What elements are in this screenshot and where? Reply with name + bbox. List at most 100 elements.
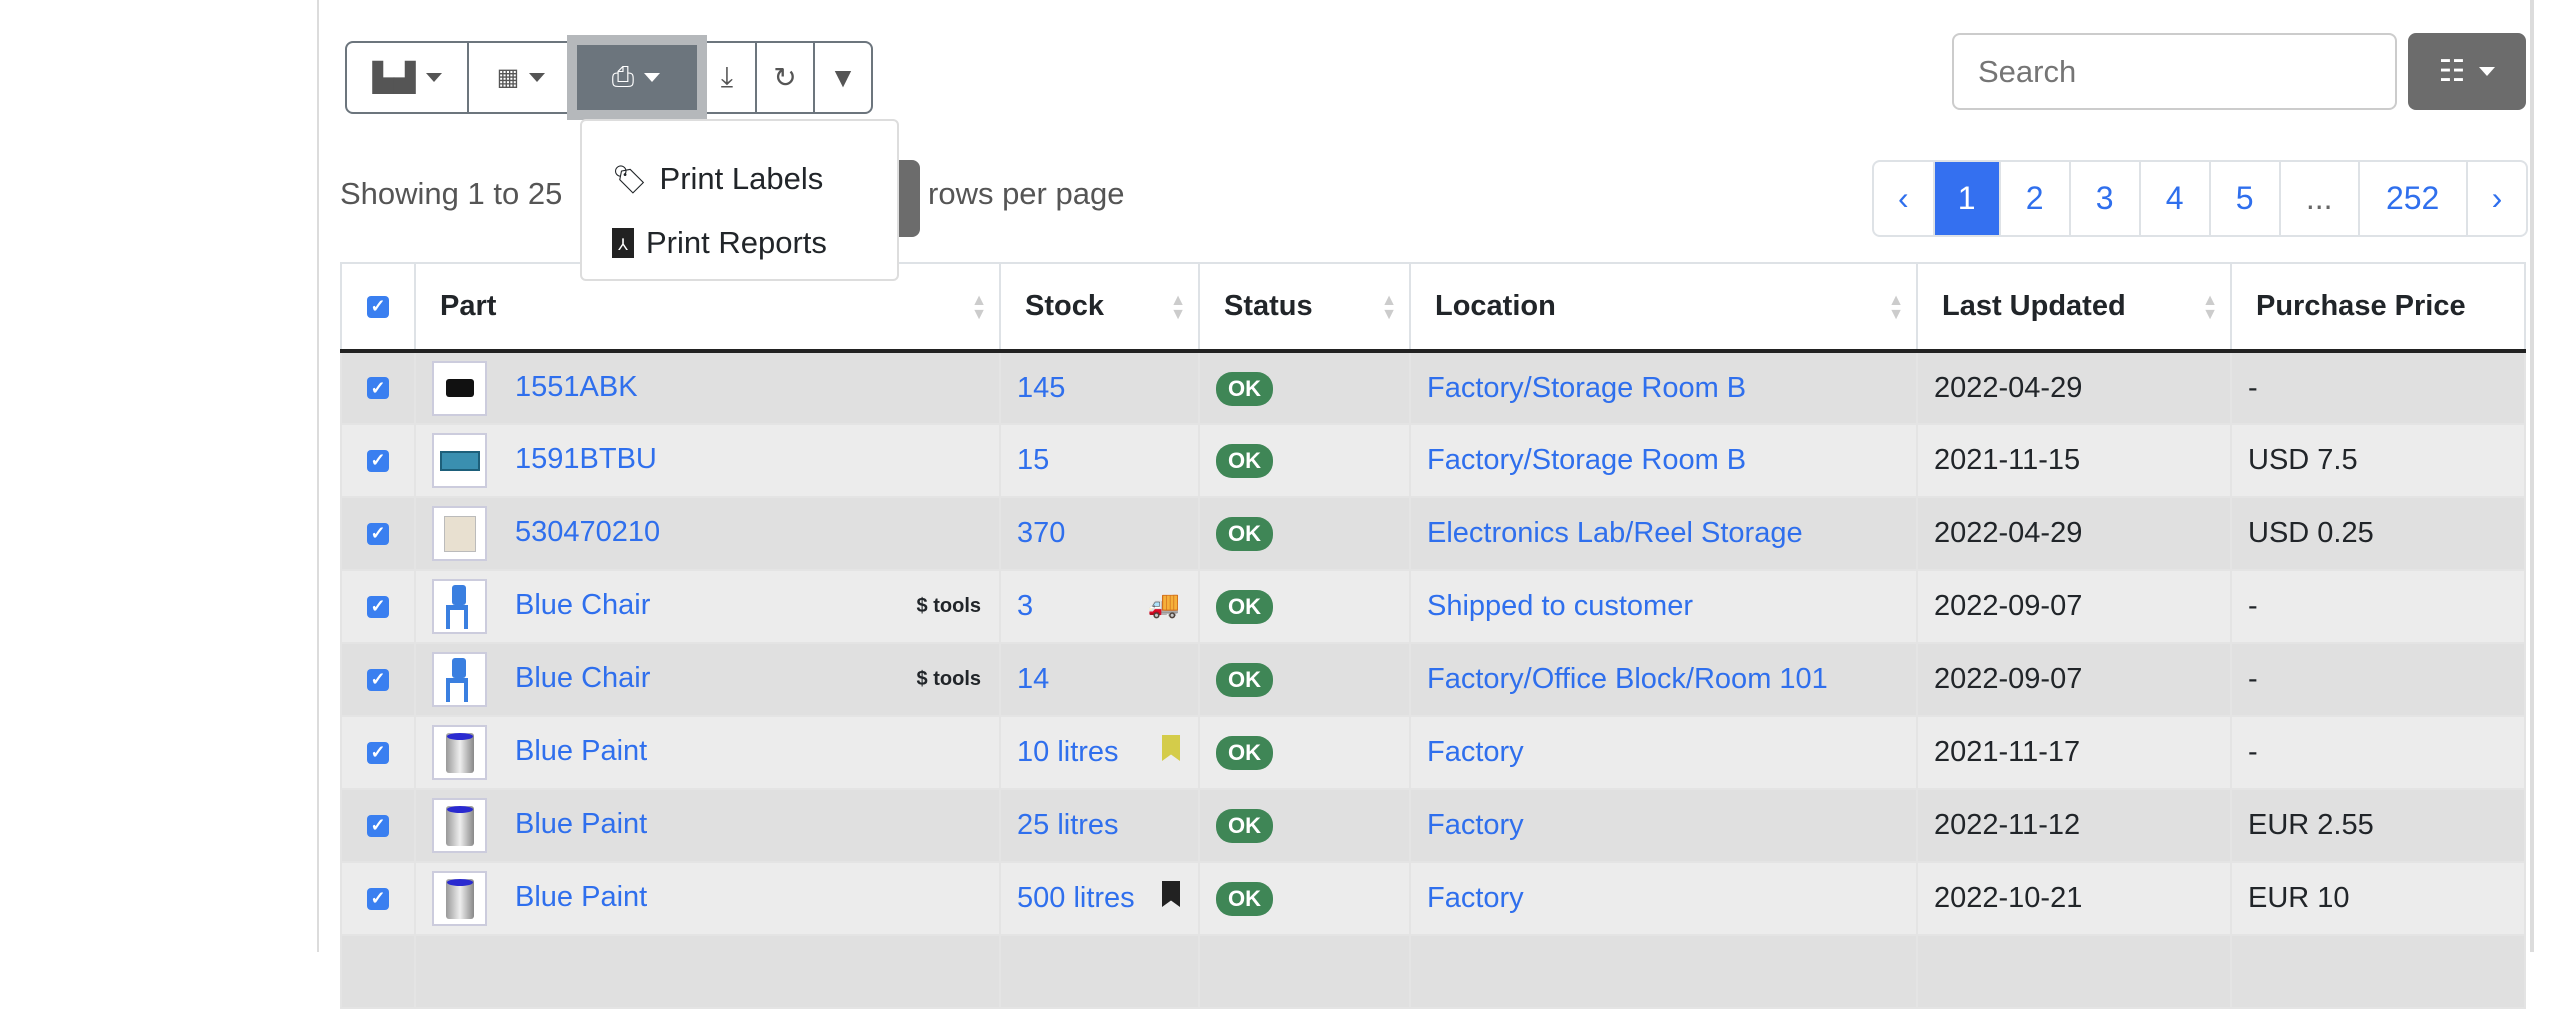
page-4[interactable]: 4 (2141, 162, 2211, 235)
page-3[interactable]: 3 (2071, 162, 2141, 235)
row-checkbox[interactable]: ✓ (367, 668, 389, 691)
part-thumbnail (432, 506, 487, 561)
table-row[interactable]: ✓ Blue Paint 500 litres OK Factory 2022-… (340, 861, 2526, 936)
page-2[interactable]: 2 (2001, 162, 2071, 235)
part-link[interactable]: 530470210 (515, 516, 661, 549)
part-cell: Blue Paint (414, 715, 1001, 790)
part-link[interactable]: Blue Chair (515, 589, 651, 622)
content-left-border (317, 0, 319, 952)
row-select-cell[interactable]: ✓ (340, 569, 416, 644)
row-checkbox[interactable]: ✓ (367, 449, 389, 472)
stock-link[interactable]: 15 (1017, 444, 1050, 476)
barcode-actions-button[interactable]: ▦ (469, 43, 575, 112)
part-link[interactable]: 1591BTBU (515, 443, 657, 476)
stock-link[interactable]: 500 litres (1017, 882, 1135, 914)
table-row[interactable]: ✓ Blue Paint 25 litres OK Factory 2022-1… (340, 788, 2526, 863)
table-row[interactable]: ✓ 1591BTBU 15 OK Factory/Storage Room B … (340, 423, 2526, 498)
header-status[interactable]: Status ▲ ▼ (1198, 262, 1411, 353)
page-5[interactable]: 5 (2211, 162, 2281, 235)
stock-cell: 500 litres (999, 861, 1200, 936)
location-cell: Factory (1409, 788, 1918, 863)
part-cell: 1551ABK (414, 350, 1001, 425)
download-button[interactable]: ⤓ (699, 43, 757, 112)
last-updated-cell: 2022-09-07 (1916, 569, 2232, 644)
part-thumbnail (432, 798, 487, 853)
boxes-icon: ▙▟ (372, 62, 416, 93)
table-row[interactable]: ✓ Blue Chair $ tools 14 OK Factory/Office… (340, 642, 2526, 717)
stock-link[interactable]: 3 (1017, 590, 1034, 622)
stock-link[interactable]: 10 litres (1017, 736, 1119, 768)
select-all-checkbox[interactable]: ✓ (367, 295, 389, 318)
row-select-cell[interactable]: ✓ (340, 496, 416, 571)
scrollbar[interactable] (2530, 0, 2534, 952)
stock-actions-button[interactable]: ▙▟ (347, 43, 469, 112)
print-reports-item[interactable]: ⅄ Print Reports (582, 211, 897, 275)
row-checkbox[interactable]: ✓ (367, 377, 389, 399)
header-stock[interactable]: Stock ▲ ▼ (999, 262, 1200, 353)
stock-cell: 15 (999, 423, 1200, 498)
select-all-header[interactable]: ✓ (340, 262, 416, 353)
part-link[interactable]: 1551ABK (515, 370, 638, 403)
location-link[interactable]: Electronics Lab/Reel Storage (1427, 517, 1803, 549)
location-link[interactable]: Factory/Storage Room B (1427, 444, 1747, 476)
salable-assembly-icons: $ tools (916, 668, 981, 690)
table-row[interactable] (340, 934, 2526, 1009)
print-icon: ⎙ (611, 61, 635, 92)
page-1[interactable]: 1 (1934, 162, 2001, 235)
part-link[interactable]: Blue Chair (515, 662, 651, 695)
search-input[interactable] (1952, 33, 2397, 110)
part-link[interactable]: Blue Paint (515, 808, 648, 841)
page-prev[interactable]: ‹ (1874, 162, 1935, 235)
refresh-button[interactable]: ↻ (757, 43, 815, 112)
status-cell: OK (1198, 569, 1411, 644)
part-link[interactable]: Blue Paint (515, 881, 648, 914)
bookmark-black-icon (1162, 881, 1180, 907)
sort-icon: ▲ ▼ (2202, 292, 2218, 323)
print-button[interactable]: ⎙ (567, 35, 707, 120)
header-purchase-price[interactable]: Purchase Price (2230, 262, 2526, 353)
location-link[interactable]: Shipped to customer (1427, 590, 1693, 622)
tag-icon: 🏷 (612, 163, 648, 195)
row-select-cell[interactable]: ✓ (340, 423, 416, 498)
columns-button[interactable]: ☷ (2408, 33, 2526, 110)
row-checkbox[interactable]: ✓ (367, 814, 389, 837)
part-link[interactable]: Blue Paint (515, 735, 648, 768)
status-badge: OK (1216, 444, 1273, 478)
row-checkbox[interactable]: ✓ (367, 595, 389, 618)
location-link[interactable]: Factory (1427, 736, 1524, 768)
stock-link[interactable]: 14 (1017, 663, 1050, 695)
page-252[interactable]: 252 (2360, 162, 2468, 235)
stock-link[interactable]: 25 litres (1017, 809, 1119, 841)
status-badge: OK (1216, 736, 1273, 770)
row-select-cell[interactable]: ✓ (340, 350, 416, 425)
row-select-cell[interactable]: ✓ (340, 861, 416, 936)
status-badge: OK (1216, 882, 1273, 916)
stock-cell: 145 (999, 350, 1200, 425)
filter-button[interactable]: ▼ (815, 43, 871, 112)
purchase-price-cell: - (2230, 569, 2526, 644)
header-last-updated[interactable]: Last Updated ▲ ▼ (1916, 262, 2232, 353)
location-link[interactable]: Factory (1427, 809, 1524, 841)
row-checkbox[interactable]: ✓ (367, 741, 389, 764)
purchase-price-cell: USD 7.5 (2230, 423, 2526, 498)
table-row[interactable]: ✓ 1551ABK 145 OK Factory/Storage Room B … (340, 350, 2526, 425)
stock-link[interactable]: 145 (1017, 371, 1066, 404)
location-link[interactable]: Factory/Storage Room B (1427, 371, 1747, 404)
row-checkbox[interactable]: ✓ (367, 887, 389, 910)
row-checkbox[interactable]: ✓ (367, 522, 389, 545)
stock-link[interactable]: 370 (1017, 517, 1066, 549)
row-select-cell[interactable]: ✓ (340, 715, 416, 790)
table-row[interactable]: ✓ 530470210 370 OK Electronics Lab/Reel … (340, 496, 2526, 571)
purchase-price-cell: EUR 2.55 (2230, 788, 2526, 863)
location-link[interactable]: Factory/Office Block/Room 101 (1427, 663, 1828, 695)
stock-cell: 370 (999, 496, 1200, 571)
print-labels-item[interactable]: 🏷 Print Labels (612, 161, 824, 196)
table-row[interactable]: ✓ Blue Chair $ tools 3 🚚 OK Shipped to cus… (340, 569, 2526, 644)
row-select-cell[interactable]: ✓ (340, 788, 416, 863)
row-select-cell[interactable]: ✓ (340, 642, 416, 717)
header-location[interactable]: Location ▲ ▼ (1409, 262, 1918, 353)
location-link[interactable]: Factory (1427, 882, 1524, 914)
table-row[interactable]: ✓ Blue Paint 10 litres OK Factory 2021-1… (340, 715, 2526, 790)
location-cell: Shipped to customer (1409, 569, 1918, 644)
page-next[interactable]: › (2491, 180, 2503, 216)
